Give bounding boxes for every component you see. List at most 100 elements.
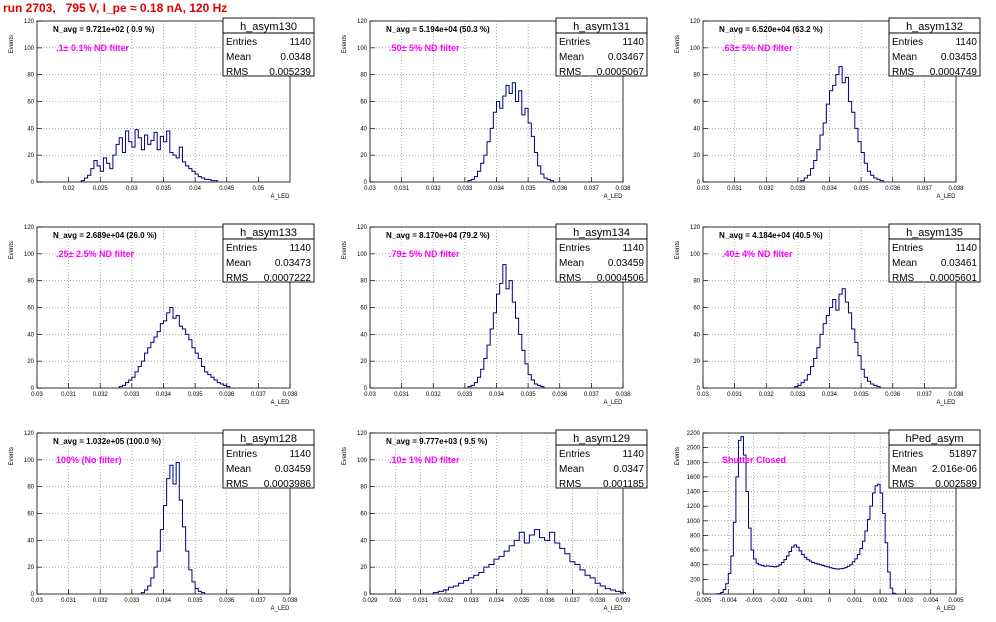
stats-title: h_asym131 bbox=[573, 21, 630, 33]
stats-box bbox=[888, 223, 981, 283]
x-tick-label: 0.033 bbox=[790, 392, 806, 398]
y-axis-label: Events bbox=[342, 447, 348, 465]
x-tick-label: 0.031 bbox=[727, 392, 743, 398]
stats-value: 1140 bbox=[955, 243, 977, 254]
x-tick-label: 0.037 bbox=[584, 392, 600, 398]
stats-title: h_asym128 bbox=[240, 433, 297, 445]
x-tick-label: 0.001 bbox=[847, 598, 863, 604]
y-tick-label: 120 bbox=[357, 19, 368, 25]
x-tick-label: 0 bbox=[828, 598, 832, 604]
stats-title: h_asym129 bbox=[573, 433, 630, 445]
filter-annotation: 100% (No filter) bbox=[56, 455, 122, 465]
histogram-series bbox=[794, 288, 881, 388]
y-tick-label: 20 bbox=[693, 359, 700, 365]
stats-key: Entries bbox=[892, 243, 923, 254]
stats-key: Mean bbox=[559, 464, 584, 475]
y-axis-label: Events bbox=[342, 35, 348, 53]
y-tick-label: 1400 bbox=[687, 490, 701, 496]
x-tick-label: 0.035 bbox=[514, 598, 530, 604]
y-axis-label: Events bbox=[675, 447, 681, 465]
x-tick-label: 0.037 bbox=[917, 186, 933, 192]
y-tick-label: 20 bbox=[27, 565, 34, 571]
x-tick-label: 0.033 bbox=[457, 392, 473, 398]
histogram-series bbox=[118, 307, 231, 388]
filter-annotation: .1± 0.1% ND filter bbox=[56, 43, 129, 53]
y-tick-label: 40 bbox=[693, 126, 700, 132]
x-tick-label: 0.033 bbox=[457, 186, 473, 192]
x-tick-label: 0.035 bbox=[854, 392, 870, 398]
y-tick-label: 60 bbox=[360, 512, 367, 518]
x-tick-label: 0.038 bbox=[282, 598, 298, 604]
x-tick-label: 0.035 bbox=[188, 598, 204, 604]
x-tick-label: 0.033 bbox=[790, 186, 806, 192]
y-tick-label: 80 bbox=[27, 279, 34, 285]
x-tick-label: 0.036 bbox=[540, 598, 556, 604]
x-axis-label: A_LED bbox=[603, 194, 623, 200]
stats-title: h_asym132 bbox=[906, 21, 963, 33]
stats-value: 51897 bbox=[949, 449, 977, 460]
filter-annotation: .40± 4% ND filter bbox=[722, 249, 793, 259]
x-tick-label: -0.004 bbox=[720, 598, 738, 604]
navg-label: N_avg = 5.194e+04 (50.3 %) bbox=[386, 25, 490, 34]
x-tick-label: 0.035 bbox=[156, 186, 172, 192]
x-tick-label: 0.003 bbox=[898, 598, 914, 604]
x-tick-label: -0.005 bbox=[694, 598, 712, 604]
y-tick-label: 40 bbox=[693, 332, 700, 338]
x-tick-label: 0.037 bbox=[917, 392, 933, 398]
x-tick-label: 0.032 bbox=[93, 392, 109, 398]
y-tick-label: 60 bbox=[27, 100, 34, 106]
x-tick-label: -0.002 bbox=[770, 598, 788, 604]
y-axis-label: Events bbox=[9, 35, 15, 53]
panel-h_asym133: 0.03 0.031 0.032 0.033 0.034 0.035 0.036 0.037 0… bbox=[9, 223, 315, 406]
stats-value: 0.0348 bbox=[280, 52, 311, 63]
x-tick-label: 0.034 bbox=[489, 186, 505, 192]
stats-key: RMS bbox=[559, 479, 582, 490]
y-tick-label: 20 bbox=[360, 359, 367, 365]
stats-value: 0.03459 bbox=[275, 464, 312, 475]
y-tick-label: 120 bbox=[24, 225, 35, 231]
x-tick-label: 0.03 bbox=[697, 186, 709, 192]
stats-value: 0.0003986 bbox=[264, 479, 312, 490]
x-tick-label: 0.038 bbox=[282, 392, 298, 398]
stats-title: h_asym134 bbox=[573, 227, 630, 239]
histogram-series bbox=[800, 66, 884, 182]
navg-label: N_avg = 4.184e+04 (40.5 %) bbox=[719, 231, 823, 240]
panel-h_asym135: 0.03 0.031 0.032 0.033 0.034 0.035 0.036 0.037 0… bbox=[675, 223, 981, 406]
stats-key: Mean bbox=[892, 52, 917, 63]
y-tick-label: 0 bbox=[364, 180, 368, 186]
y-tick-label: 0 bbox=[364, 386, 368, 392]
x-tick-label: 0.038 bbox=[615, 186, 631, 192]
y-tick-label: 0 bbox=[31, 592, 35, 598]
y-axis-label: Events bbox=[675, 241, 681, 259]
histogram-series bbox=[140, 462, 206, 594]
x-tick-label: 0.031 bbox=[61, 392, 77, 398]
y-tick-label: 0 bbox=[31, 386, 35, 392]
y-axis-label: Events bbox=[675, 35, 681, 53]
panel-hPed_asym: -0.005 -0.004 -0.003 -0.002 -0.001 0 0.001 0.00… bbox=[675, 429, 981, 612]
stats-title: h_asym130 bbox=[240, 21, 297, 33]
x-tick-label: 0.036 bbox=[219, 598, 235, 604]
histogram-series bbox=[715, 436, 898, 595]
y-tick-label: 1800 bbox=[687, 460, 701, 466]
x-tick-label: 0.034 bbox=[489, 392, 505, 398]
x-tick-label: 0.03 bbox=[126, 186, 138, 192]
y-tick-label: 2000 bbox=[687, 446, 701, 452]
stats-key: Mean bbox=[226, 258, 251, 269]
stats-key: RMS bbox=[559, 273, 582, 284]
y-tick-label: 20 bbox=[27, 359, 34, 365]
y-tick-label: 100 bbox=[24, 458, 35, 464]
y-tick-label: 40 bbox=[27, 126, 34, 132]
x-tick-label: 0.036 bbox=[219, 392, 235, 398]
x-tick-label: 0.037 bbox=[584, 186, 600, 192]
y-tick-label: 0 bbox=[697, 180, 701, 186]
stats-key: Mean bbox=[226, 52, 251, 63]
stats-key: Entries bbox=[226, 449, 257, 460]
x-tick-label: 0.045 bbox=[219, 186, 235, 192]
y-tick-label: 80 bbox=[360, 73, 367, 79]
stats-box bbox=[888, 17, 981, 77]
stats-box bbox=[555, 429, 648, 489]
x-tick-label: 0.04 bbox=[189, 186, 201, 192]
x-axis-label: A_LED bbox=[603, 400, 623, 406]
x-tick-label: 0.031 bbox=[727, 186, 743, 192]
